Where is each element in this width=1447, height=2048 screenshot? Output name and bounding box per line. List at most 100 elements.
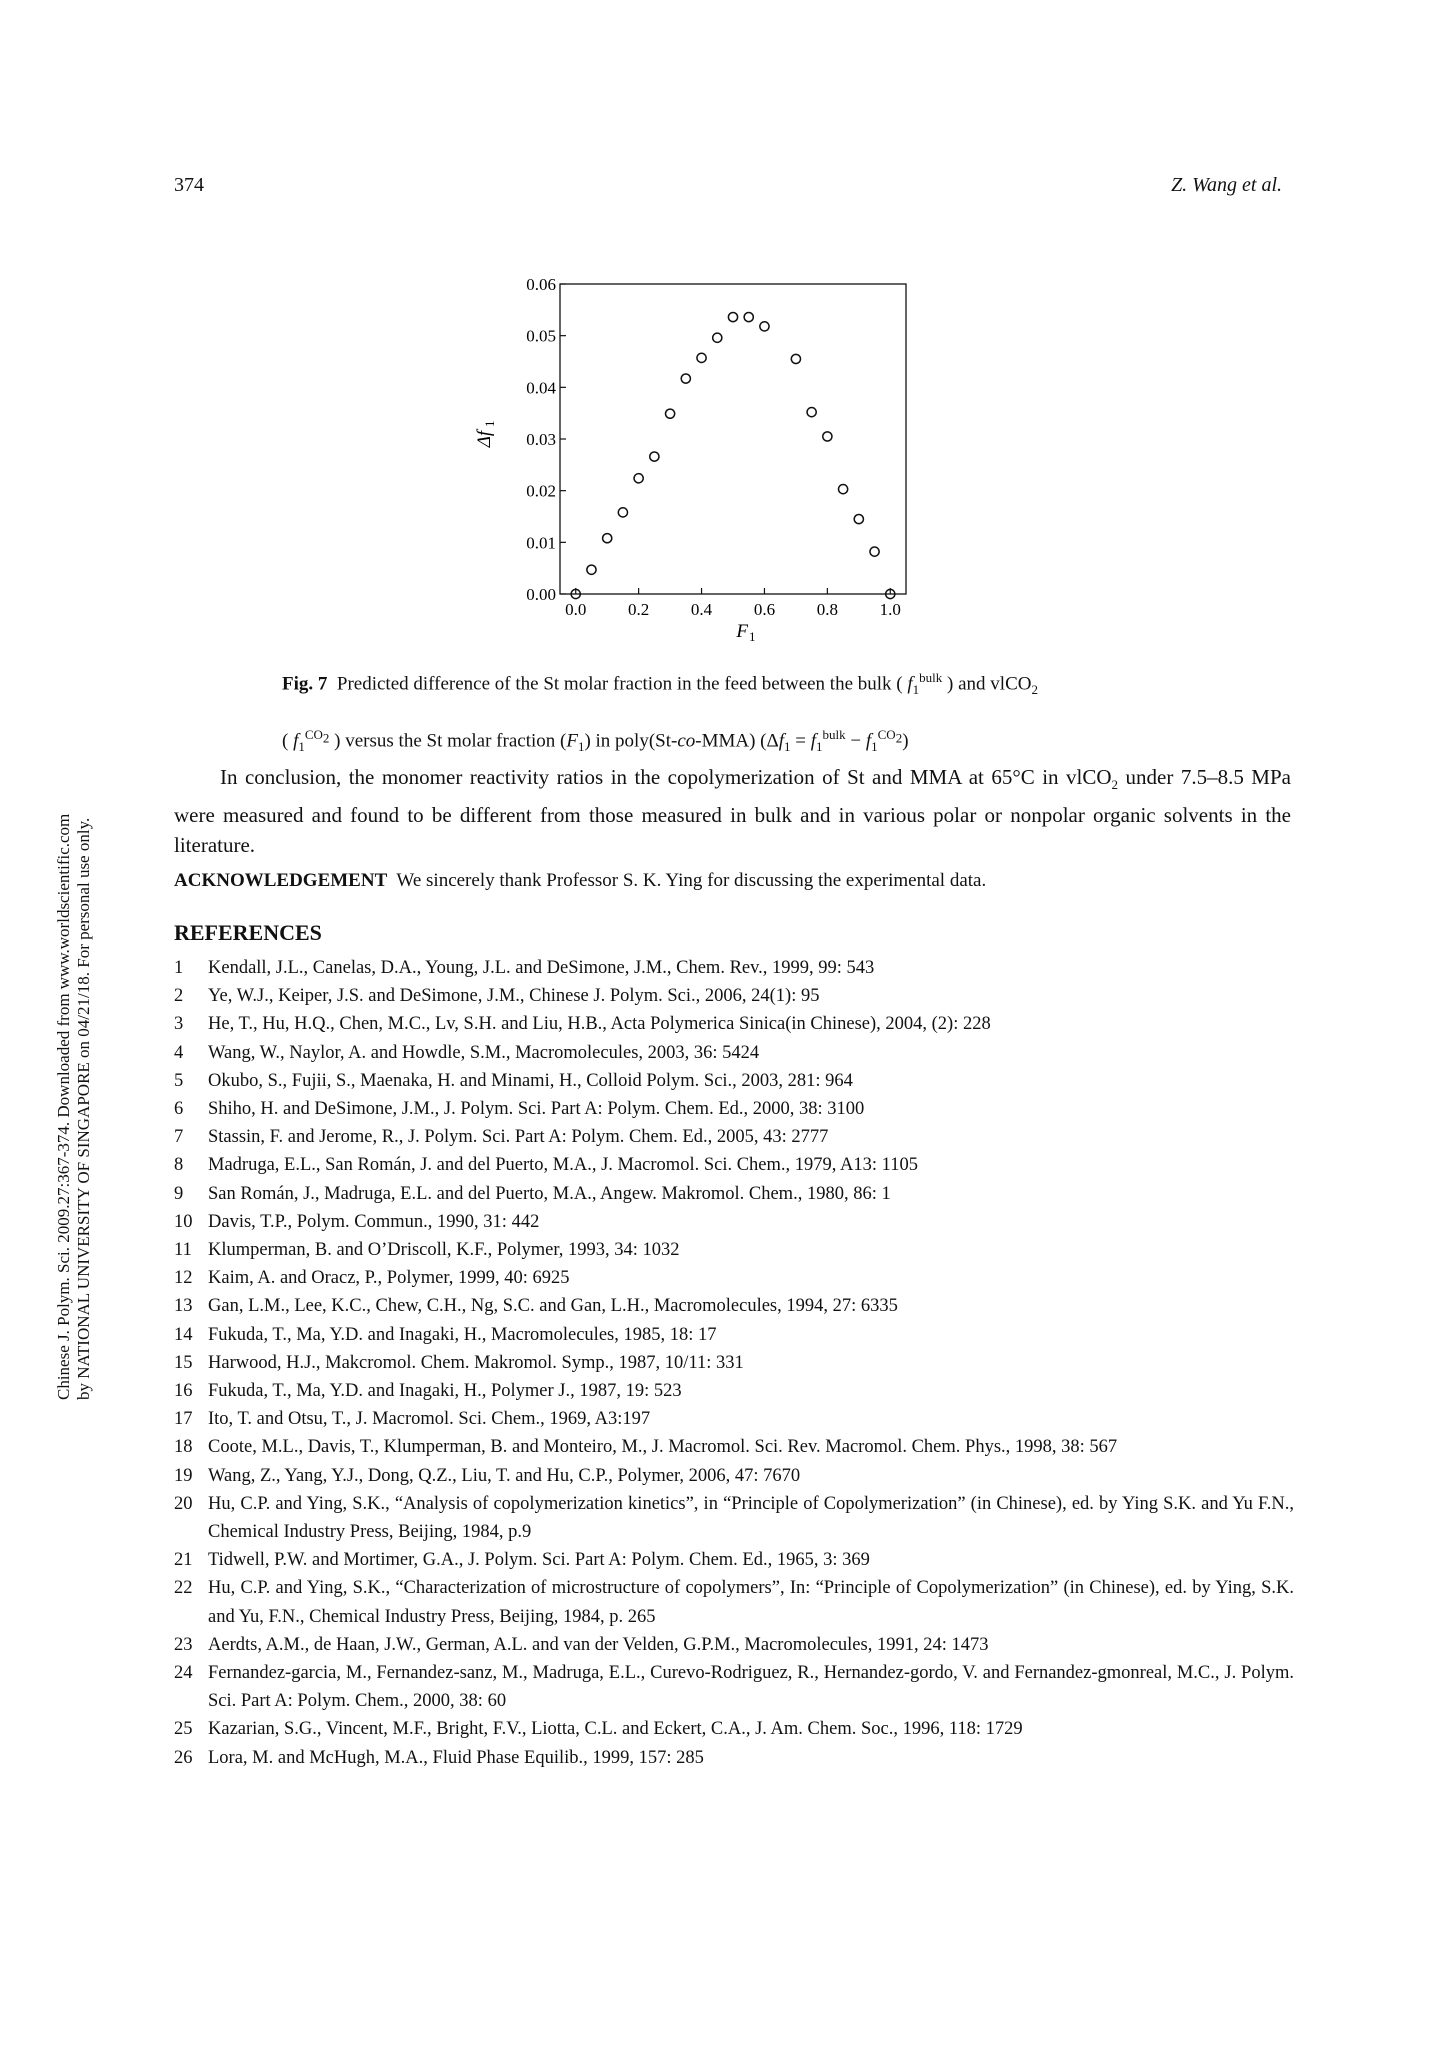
conclusion-sub: 2: [1111, 777, 1119, 793]
reference-text: Gan, L.M., Lee, K.C., Chew, C.H., Ng, S.…: [208, 1296, 898, 1317]
reference-number: 4: [174, 1042, 184, 1063]
reference-text: Wang, Z., Yang, Y.J., Dong, Q.Z., Liu, T…: [208, 1465, 801, 1486]
y-tick-label: 0.06: [526, 275, 556, 294]
y-tick-label: 0.02: [526, 482, 556, 501]
reference-text: Lora, M. and McHugh, M.A., Fluid Phase E…: [208, 1747, 704, 1768]
reference-text: Fernandez-garcia, M., Fernandez-sanz, M.…: [208, 1663, 1294, 1712]
data-point: [727, 311, 739, 323]
reference-item: 19 Wang, Z., Yang, Y.J., Dong, Q.Z., Liu,…: [174, 1462, 1294, 1490]
reference-number: 22: [174, 1578, 193, 1599]
figure-label: Fig. 7: [282, 673, 328, 695]
reference-text: Fukuda, T., Ma, Y.D. and Inagaki, H., Ma…: [208, 1324, 717, 1345]
reference-text: Okubo, S., Fujii, S., Maenaka, H. and Mi…: [208, 1070, 853, 1091]
reference-item: 20 Hu, C.P. and Ying, S.K., “Analysis of …: [174, 1490, 1294, 1546]
reference-item: 23 Aerdts, A.M., de Haan, J.W., German, A…: [174, 1631, 1294, 1659]
reference-number: 11: [174, 1240, 192, 1261]
acknowledgement-label: ACKNOWLEDGEMENT: [174, 870, 388, 891]
data-point: [680, 373, 692, 384]
x-axis-label-sub: 1: [749, 629, 756, 644]
data-point: [664, 408, 676, 420]
caption-text-2: ) and vlCO: [947, 673, 1032, 695]
reference-number: 16: [174, 1381, 193, 1402]
caption-text-4: ) versus the St molar fraction (: [334, 730, 567, 752]
data-point: [853, 513, 865, 525]
data-point: [806, 406, 817, 418]
data-point: [837, 483, 849, 495]
reference-text: Kendall, J.L., Canelas, D.A., Young, J.L…: [208, 958, 875, 978]
reference-item: 11 Klumperman, B. and O’Driscoll, K.F., P…: [174, 1236, 1294, 1264]
y-axis-label-sub: 1: [482, 421, 497, 428]
caption-symbol-F: F: [566, 730, 578, 752]
reference-number: 14: [174, 1324, 193, 1345]
reference-text: Fukuda, T., Ma, Y.D. and Inagaki, H., Po…: [208, 1381, 682, 1402]
y-tick-label: 0.00: [526, 585, 556, 604]
reference-number: 6: [174, 1099, 184, 1120]
data-point: [743, 311, 755, 323]
conclusion-paragraph: In conclusion, the monomer reactivity ra…: [174, 762, 1291, 860]
reference-number: 15: [174, 1352, 193, 1373]
reference-number: 9: [174, 1183, 184, 1204]
download-notice: Chinese J. Polym. Sci. 2009.27:367-374. …: [54, 500, 94, 1400]
reference-text: Kaim, A. and Oracz, P., Polymer, 1999, 4…: [208, 1268, 570, 1289]
reference-number: 3: [174, 1014, 184, 1035]
reference-number: 18: [174, 1437, 193, 1458]
caption-sup-co2: CO2: [304, 727, 330, 746]
acknowledgement: ACKNOWLEDGEMENT We sincerely thank Profe…: [174, 870, 986, 892]
caption-text-3: (: [282, 730, 289, 752]
reference-text: Madruga, E.L., San Román, J. and del Pue…: [208, 1155, 918, 1176]
reference-text: Kazarian, S.G., Vincent, M.F., Bright, F…: [208, 1719, 1023, 1740]
x-tick-label: 0.8: [817, 600, 838, 619]
caption-sup-bulk: bulk: [919, 670, 943, 685]
reference-text: Stassin, F. and Jerome, R., J. Polym. Sc…: [208, 1127, 829, 1148]
reference-item: 26 Lora, M. and McHugh, M.A., Fluid Phase…: [174, 1744, 1294, 1772]
reference-text: He, T., Hu, H.Q., Chen, M.C., Lv, S.H. a…: [208, 1014, 991, 1035]
reference-text: Shiho, H. and DeSimone, J.M., J. Polym. …: [208, 1099, 865, 1120]
reference-number: 10: [174, 1211, 193, 1232]
scatter-chart: 0.000.010.020.030.040.050.06 0.0 0.2 0.4 0.…: [474, 275, 907, 644]
x-axis: 0.0 0.2 0.4 0.6 0.8 1.0: [565, 588, 901, 619]
reference-item: 21 Tidwell, P.W. and Mortimer, G.A., J. P…: [174, 1546, 1294, 1574]
reference-number: 13: [174, 1296, 193, 1317]
x-tick-label: 0.2: [628, 600, 649, 619]
reference-number: 23: [174, 1634, 193, 1655]
data-point: [633, 472, 644, 484]
reference-text: Tidwell, P.W. and Mortimer, G.A., J. Pol…: [208, 1550, 870, 1571]
reference-number: 7: [174, 1127, 184, 1148]
caption-symbol-f: f: [907, 673, 913, 695]
y-tick-label: 0.01: [526, 533, 556, 552]
data-point: [822, 431, 833, 442]
data-point: [617, 507, 629, 518]
reference-number: 25: [174, 1719, 193, 1740]
reference-item: 18 Coote, M.L., Davis, T., Klumperman, B.…: [174, 1433, 1294, 1461]
caption-co: co: [677, 730, 696, 752]
reference-item: 22 Hu, C.P. and Ying, S.K., “Characteriza…: [174, 1574, 1294, 1630]
reference-item: 17 Ito, T. and Otsu, T., J. Macromol. Sci…: [174, 1405, 1294, 1433]
acknowledgement-text: We sincerely thank Professor S. K. Ying …: [396, 870, 987, 891]
reference-item: 16 Fukuda, T., Ma, Y.D. and Inagaki, H., …: [174, 1377, 1294, 1405]
y-tick-label: 0.03: [526, 430, 556, 449]
reference-text: Klumperman, B. and O’Driscoll, K.F., Pol…: [208, 1240, 680, 1261]
reference-number: 20: [174, 1493, 193, 1514]
page-number: 374: [174, 174, 204, 196]
data-point: [884, 588, 896, 600]
data-point: [570, 588, 582, 600]
caption-text-1: Predicted difference of the St molar fra…: [336, 673, 903, 695]
reference-item: 13 Gan, L.M., Lee, K.C., Chew, C.H., Ng, …: [174, 1292, 1294, 1320]
data-point: [711, 332, 723, 344]
data-point: [759, 321, 770, 332]
caption-sub: 1: [298, 739, 305, 755]
y-tick-label: 0.05: [526, 327, 556, 346]
x-tick-label: 0.0: [565, 600, 586, 619]
reference-text: Hu, C.P. and Ying, S.K., “Characterizati…: [208, 1578, 1294, 1627]
reference-number: 1: [174, 958, 184, 978]
reference-number: 5: [174, 1070, 184, 1091]
reference-item: 6 Shiho, H. and DeSimone, J.M., J. Polym.…: [174, 1095, 1294, 1123]
caption-symbol-f: f: [293, 730, 299, 752]
reference-text: San Román, J., Madruga, E.L. and del Pue…: [208, 1183, 891, 1204]
reference-number: 12: [174, 1268, 193, 1289]
data-point: [601, 532, 613, 544]
reference-number: 21: [174, 1550, 193, 1571]
download-notice-line1: Chinese J. Polym. Sci. 2009.27:367-374. …: [54, 813, 73, 1400]
reference-text: Wang, W., Naylor, A. and Howdle, S.M., M…: [208, 1042, 760, 1063]
caption-text-5: ) in poly(St-: [584, 730, 678, 752]
